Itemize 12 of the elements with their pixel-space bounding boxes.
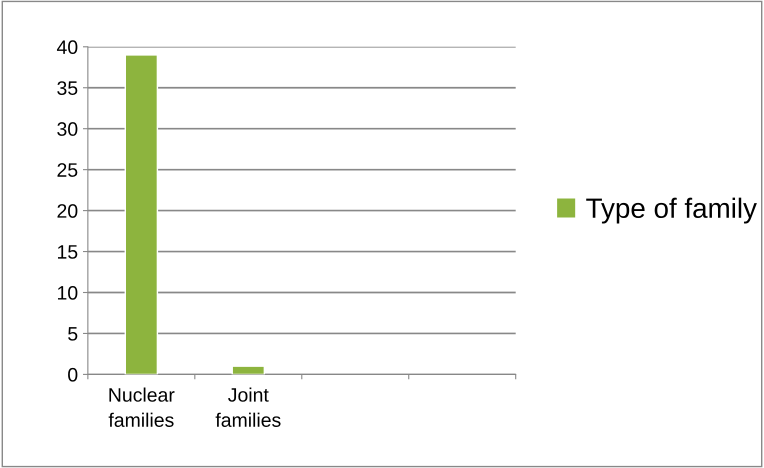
- y-tick-label: 15: [58, 245, 78, 259]
- legend-label: Type of family: [586, 198, 757, 224]
- y-tick-label: 5: [68, 327, 78, 341]
- y-tick-label: 25: [57, 163, 78, 177]
- y-tick-label: 35: [57, 81, 78, 95]
- x-tick-label: Joint families: [216, 388, 281, 427]
- y-tick-label: 30: [57, 122, 78, 136]
- y-tick-label: 20: [57, 204, 78, 218]
- y-tick-label: 0: [68, 368, 78, 382]
- y-tick-label: 10: [58, 286, 78, 300]
- y-tick-label: 40: [56, 40, 78, 54]
- x-tick-label: Nuclear families: [108, 388, 175, 427]
